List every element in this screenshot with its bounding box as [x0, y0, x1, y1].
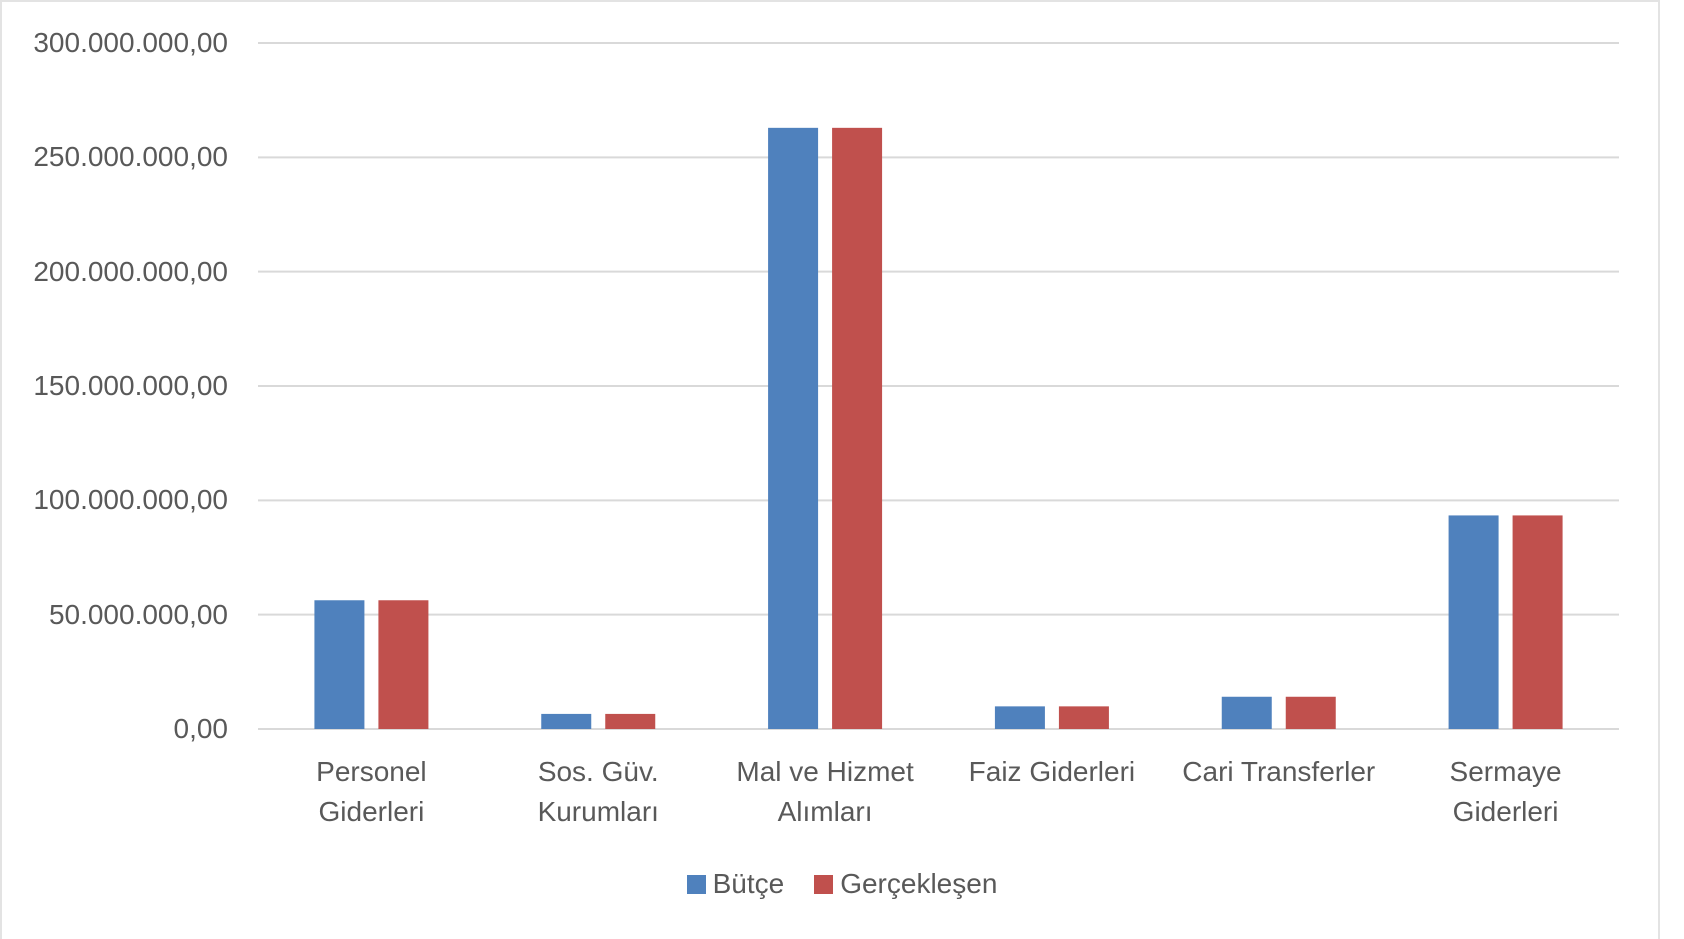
legend-swatch	[686, 874, 706, 894]
bar	[605, 713, 656, 729]
y-tick-label: 300.000.000,00	[33, 27, 228, 58]
x-tick-label: Sos. Güv. Kurumları	[537, 756, 659, 827]
bar	[832, 127, 883, 730]
legend-label: Bütçe	[712, 868, 785, 899]
bar	[994, 706, 1045, 729]
bar	[1285, 696, 1336, 729]
y-tick-label: 100.000.000,00	[33, 484, 228, 516]
legend-item: Gerçekleşen	[814, 868, 997, 900]
bar	[1512, 515, 1563, 729]
x-tick-label: Sermaye Giderleri	[1449, 756, 1562, 827]
bar	[541, 713, 592, 729]
bar	[1221, 696, 1272, 729]
bar	[1448, 515, 1499, 729]
y-tick-label: 0,00	[173, 713, 229, 744]
bar	[768, 127, 819, 730]
bar	[1058, 706, 1109, 729]
bar	[378, 600, 429, 729]
legend: Bütçe Gerçekleşen	[0, 868, 1684, 900]
x-tick-label: Faiz Giderleri	[968, 756, 1136, 787]
x-tick-label: Mal ve Hizmet Alımları	[736, 756, 914, 827]
y-tick-label: 250.000.000,00	[33, 141, 228, 173]
x-tick-label: Cari Transferler	[1182, 756, 1376, 787]
bar	[314, 600, 365, 729]
y-tick-label: 50.000.000,00	[48, 598, 228, 630]
y-tick-label: 150.000.000,00	[33, 370, 228, 401]
x-tick-label: Personel Giderleri	[316, 756, 427, 827]
legend-label: Gerçekleşen	[840, 868, 998, 899]
y-tick-label: 200.000.000,00	[33, 255, 228, 287]
legend-swatch	[814, 874, 834, 894]
legend-item: Bütçe	[686, 868, 785, 900]
